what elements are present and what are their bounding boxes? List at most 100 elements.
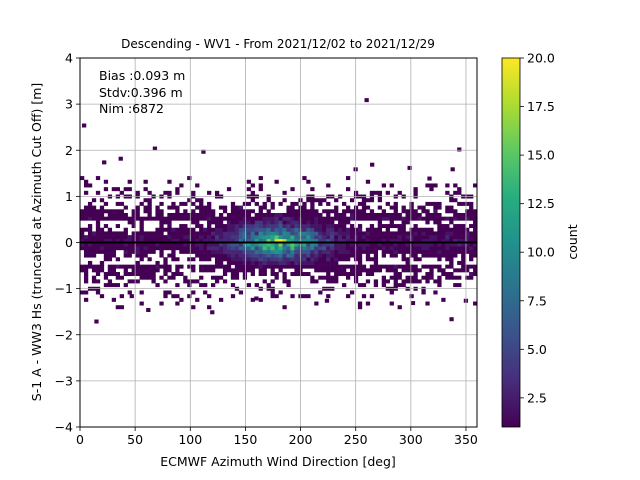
heatmap-cell bbox=[357, 253, 363, 258]
heatmap-cell bbox=[167, 190, 172, 195]
heatmap-cell bbox=[453, 246, 458, 251]
heatmap-cell bbox=[373, 231, 379, 236]
heatmap-cell bbox=[393, 235, 398, 240]
heatmap-cell bbox=[290, 187, 295, 192]
heatmap-cell bbox=[405, 257, 410, 262]
heatmap-cell bbox=[334, 253, 339, 258]
heatmap-cell bbox=[357, 246, 363, 251]
heatmap-cell bbox=[151, 268, 156, 273]
heatmap-cell bbox=[310, 242, 315, 247]
heatmap-cell bbox=[123, 231, 128, 236]
colorbar-tick-label: 12.5 bbox=[527, 196, 555, 211]
heatmap-cell bbox=[449, 238, 454, 243]
heatmap-cell bbox=[306, 235, 311, 240]
heatmap-cell bbox=[441, 235, 446, 240]
heatmap-cell bbox=[155, 235, 160, 240]
heatmap-cell bbox=[401, 268, 406, 273]
heatmap-cell bbox=[195, 253, 200, 258]
heatmap-cell bbox=[127, 290, 132, 295]
heatmap-cell bbox=[179, 212, 184, 217]
heatmap-cell bbox=[421, 227, 426, 232]
heatmap-cell bbox=[278, 264, 283, 269]
heatmap-cell bbox=[306, 198, 311, 203]
heatmap-cell bbox=[103, 246, 109, 251]
heatmap-cell bbox=[258, 249, 263, 254]
heatmap-cell bbox=[175, 231, 180, 236]
heatmap-cell bbox=[469, 209, 474, 214]
heatmap-cell bbox=[111, 246, 117, 251]
heatmap-cell bbox=[274, 238, 279, 243]
heatmap-cell bbox=[107, 283, 113, 288]
heatmap-cell bbox=[199, 246, 204, 251]
heatmap-cell bbox=[282, 220, 287, 225]
heatmap-cell bbox=[429, 201, 434, 206]
heatmap-cell bbox=[421, 246, 426, 251]
heatmap-cell bbox=[393, 201, 398, 206]
x-tick-label: 250 bbox=[344, 432, 368, 447]
heatmap-cell bbox=[401, 257, 406, 262]
heatmap-cell bbox=[401, 216, 406, 221]
heatmap-cell bbox=[365, 301, 371, 306]
heatmap-cell bbox=[99, 249, 105, 254]
heatmap-cell bbox=[342, 209, 347, 214]
heatmap-cell bbox=[80, 235, 85, 240]
heatmap-cell bbox=[195, 220, 200, 225]
heatmap-cell bbox=[207, 231, 212, 236]
heatmap-cell bbox=[83, 227, 89, 232]
heatmap-cell bbox=[334, 209, 339, 214]
heatmap-cell bbox=[318, 268, 323, 273]
heatmap-cell bbox=[131, 224, 136, 229]
heatmap-cell bbox=[393, 253, 398, 258]
heatmap-cell bbox=[254, 249, 259, 254]
heatmap-cell bbox=[282, 249, 287, 254]
heatmap-cell bbox=[246, 224, 252, 229]
heatmap-cell bbox=[282, 190, 287, 195]
heatmap-cell bbox=[397, 231, 402, 236]
heatmap-cell bbox=[413, 224, 418, 229]
heatmap-cell bbox=[449, 231, 454, 236]
heatmap-cell bbox=[473, 216, 478, 221]
heatmap-cell bbox=[453, 183, 458, 188]
heatmap-cell bbox=[449, 216, 454, 221]
heatmap-cell bbox=[95, 272, 101, 277]
heatmap-cell bbox=[314, 227, 319, 232]
heatmap-cell bbox=[139, 242, 144, 247]
heatmap-cell bbox=[119, 235, 124, 240]
heatmap-cell bbox=[203, 227, 208, 232]
heatmap-cell bbox=[314, 231, 319, 236]
heatmap-cell bbox=[127, 179, 132, 184]
heatmap-cell bbox=[322, 264, 327, 269]
heatmap-cell bbox=[405, 212, 410, 217]
heatmap-cell bbox=[413, 227, 418, 232]
heatmap-cell bbox=[207, 220, 212, 225]
colorbar-gradient bbox=[501, 57, 521, 428]
heatmap-cell bbox=[139, 264, 144, 269]
heatmap-cell bbox=[429, 242, 434, 247]
heatmap-cell bbox=[453, 227, 458, 232]
heatmap-cell bbox=[389, 231, 394, 236]
heatmap-cell bbox=[195, 231, 200, 236]
heatmap-cell bbox=[469, 264, 474, 269]
heatmap-cell bbox=[381, 212, 386, 217]
heatmap-cell bbox=[413, 238, 418, 243]
heatmap-cell bbox=[167, 216, 172, 221]
heatmap-cell bbox=[234, 275, 240, 280]
heatmap-cell bbox=[191, 201, 196, 206]
heatmap-cell bbox=[242, 253, 248, 258]
heatmap-cell bbox=[163, 294, 168, 299]
bias-label: Bias :0.093 m bbox=[99, 68, 185, 83]
heatmap-cell bbox=[203, 264, 208, 269]
heatmap-cell bbox=[397, 275, 402, 280]
heatmap-cell bbox=[393, 209, 398, 214]
heatmap-cell bbox=[171, 253, 176, 258]
heatmap-cell bbox=[425, 238, 430, 243]
heatmap-cell bbox=[385, 279, 390, 284]
heatmap-cell bbox=[437, 205, 442, 210]
heatmap-cell bbox=[369, 216, 375, 221]
heatmap-cell bbox=[405, 268, 410, 273]
heatmap-cell bbox=[218, 242, 224, 247]
heatmap-cell bbox=[322, 268, 327, 273]
heatmap-cell bbox=[179, 246, 184, 251]
heatmap-cell bbox=[80, 290, 85, 295]
heatmap-cell bbox=[314, 279, 319, 284]
